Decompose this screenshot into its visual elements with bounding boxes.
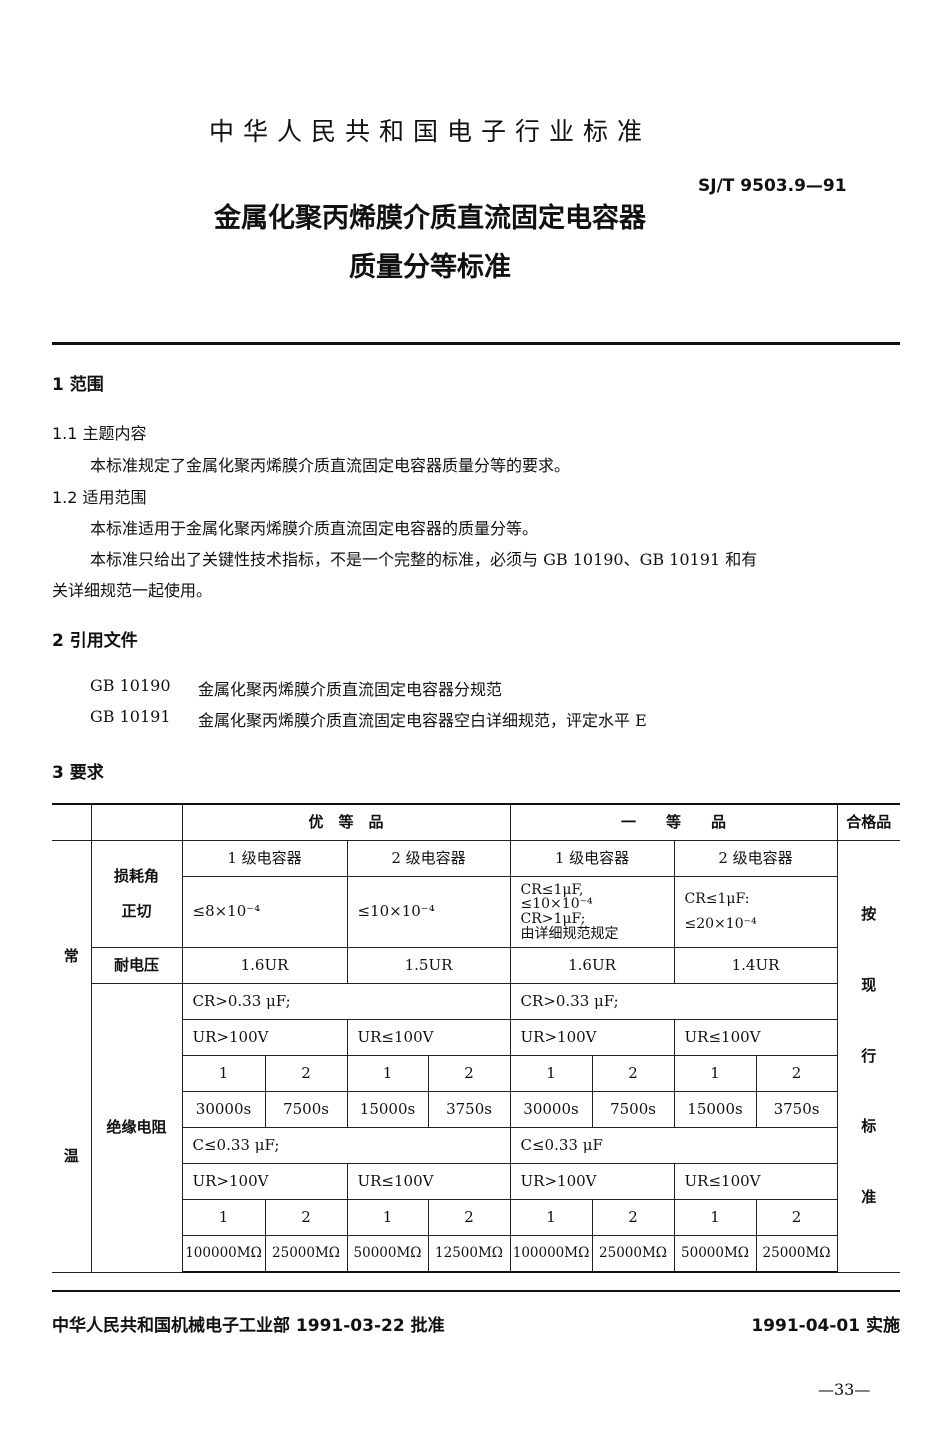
class-header: 1 级电容器 [181,840,348,877]
voltage-condition: UR>100V [509,1019,675,1056]
voltage-condition: UR>100V [509,1163,675,1200]
qualified-cell: 按现行标准 [836,840,901,1273]
voltage-condition: UR>100V [181,1019,348,1056]
approval-note: 中华人民共和国机械电子工业部 1991-03-22 批准 [52,1316,445,1336]
insulation-value: 12500MΩ [427,1235,511,1273]
requirements-table: 优 等 品 一 等 品 合格品 常温 损耗角 正切 1 级电容器 2 级电容器 1… [52,803,901,1273]
reference-title: 金属化聚丙烯膜介质直流固定电容器分规范 [198,680,503,699]
section-2-heading: 2 引用文件 [52,631,138,651]
standard-code: SJ/T 9503.9—91 [698,176,847,196]
issuing-org: 中华人民共和国电子行业标准 [208,117,651,146]
insulation-label: 绝缘电阻 [90,983,183,1273]
paragraph: 关详细规范一起使用。 [52,581,213,600]
capacitance-condition: CR>0.33 μF; [509,983,838,1020]
header-rule [52,342,900,345]
sub-class: 2 [264,1055,348,1092]
doc-title: 金属化聚丙烯膜介质直流固定电容器 [214,203,646,234]
condition-cell: 常温 [52,840,92,1273]
voltage-condition: UR>100V [181,1163,348,1200]
implementation-date: 1991-04-01 实施 [751,1316,900,1336]
sub-class: 2 [591,1055,675,1092]
section-3-heading: 3 要求 [52,763,104,783]
tan-value: ≤10×10⁻⁴ [346,876,511,948]
doc-subtitle: 质量分等标准 [349,252,511,283]
voltage-condition: UR≤100V [673,1019,838,1056]
sub-class: 2 [264,1199,348,1236]
reference-code: GB 10190 [90,676,171,695]
voltage-label: 耐电压 [90,947,183,984]
sub-class: 1 [509,1199,593,1236]
insulation-value: 25000MΩ [264,1235,348,1273]
tan-value: CR≤1μF, ≤10×10⁻⁴ CR>1μF; 由详细规范规定 [509,876,675,948]
sub-class: 1 [346,1055,429,1092]
sub-class: 2 [755,1055,838,1092]
sub-class: 1 [673,1199,757,1236]
insulation-value: 100000MΩ [509,1235,593,1273]
voltage-condition: UR≤100V [346,1019,511,1056]
insulation-value: 15000s [673,1091,757,1128]
sub-class: 1 [509,1055,593,1092]
voltage-value: 1.6UR [509,947,675,984]
grade-first: 一 等 品 [509,803,838,841]
insulation-value: 7500s [591,1091,675,1128]
capacitance-condition: C≤0.33 μF [509,1127,838,1164]
voltage-value: 1.4UR [673,947,838,984]
insulation-value: 30000s [509,1091,593,1128]
capacitance-condition: C≤0.33 μF; [181,1127,511,1164]
insulation-value: 15000s [346,1091,429,1128]
paragraph: 本标准规定了金属化聚丙烯膜介质直流固定电容器质量分等的要求。 [90,456,571,475]
reference-title: 金属化聚丙烯膜介质直流固定电容器空白详细规范，评定水平 E [198,711,647,730]
class-header: 2 级电容器 [673,840,838,877]
tan-value: CR≤1μF: ≤20×10⁻⁴ [673,876,838,948]
grade-premium: 优 等 品 [181,803,511,841]
section-1-heading: 1 范围 [52,375,104,395]
sub-class: 1 [346,1199,429,1236]
insulation-value: 50000MΩ [673,1235,757,1273]
sub-class: 2 [427,1199,511,1236]
paragraph: 本标准只给出了关键性技术指标，不是一个完整的标准，必须与 GB 10190、GB… [90,550,758,569]
class-header: 2 级电容器 [346,840,511,877]
tan-value: ≤8×10⁻⁴ [181,876,348,948]
section-1-2-heading: 1.2 适用范围 [52,488,147,507]
insulation-value: 25000MΩ [755,1235,838,1273]
sub-class: 2 [427,1055,511,1092]
capacitance-condition: CR>0.33 μF; [181,983,511,1020]
insulation-value: 25000MΩ [591,1235,675,1273]
footer-rule [52,1290,900,1292]
sub-class: 1 [181,1199,266,1236]
voltage-condition: UR≤100V [673,1163,838,1200]
class-header: 1 级电容器 [509,840,675,877]
insulation-value: 3750s [427,1091,511,1128]
reference-code: GB 10191 [90,707,171,726]
sub-class: 1 [181,1055,266,1092]
section-1-1-heading: 1.1 主题内容 [52,424,147,443]
insulation-value: 3750s [755,1091,838,1128]
insulation-value: 100000MΩ [181,1235,266,1273]
page-number: —33— [818,1380,871,1399]
sub-class: 2 [755,1199,838,1236]
tan-delta-label: 损耗角 正切 [90,840,183,948]
grade-qualified: 合格品 [836,803,901,841]
voltage-condition: UR≤100V [346,1163,511,1200]
voltage-value: 1.5UR [346,947,511,984]
sub-class: 2 [591,1199,675,1236]
paragraph: 本标准适用于金属化聚丙烯膜介质直流固定电容器的质量分等。 [90,519,539,538]
voltage-value: 1.6UR [181,947,348,984]
sub-class: 1 [673,1055,757,1092]
insulation-value: 7500s [264,1091,348,1128]
insulation-value: 50000MΩ [346,1235,429,1273]
insulation-value: 30000s [181,1091,266,1128]
